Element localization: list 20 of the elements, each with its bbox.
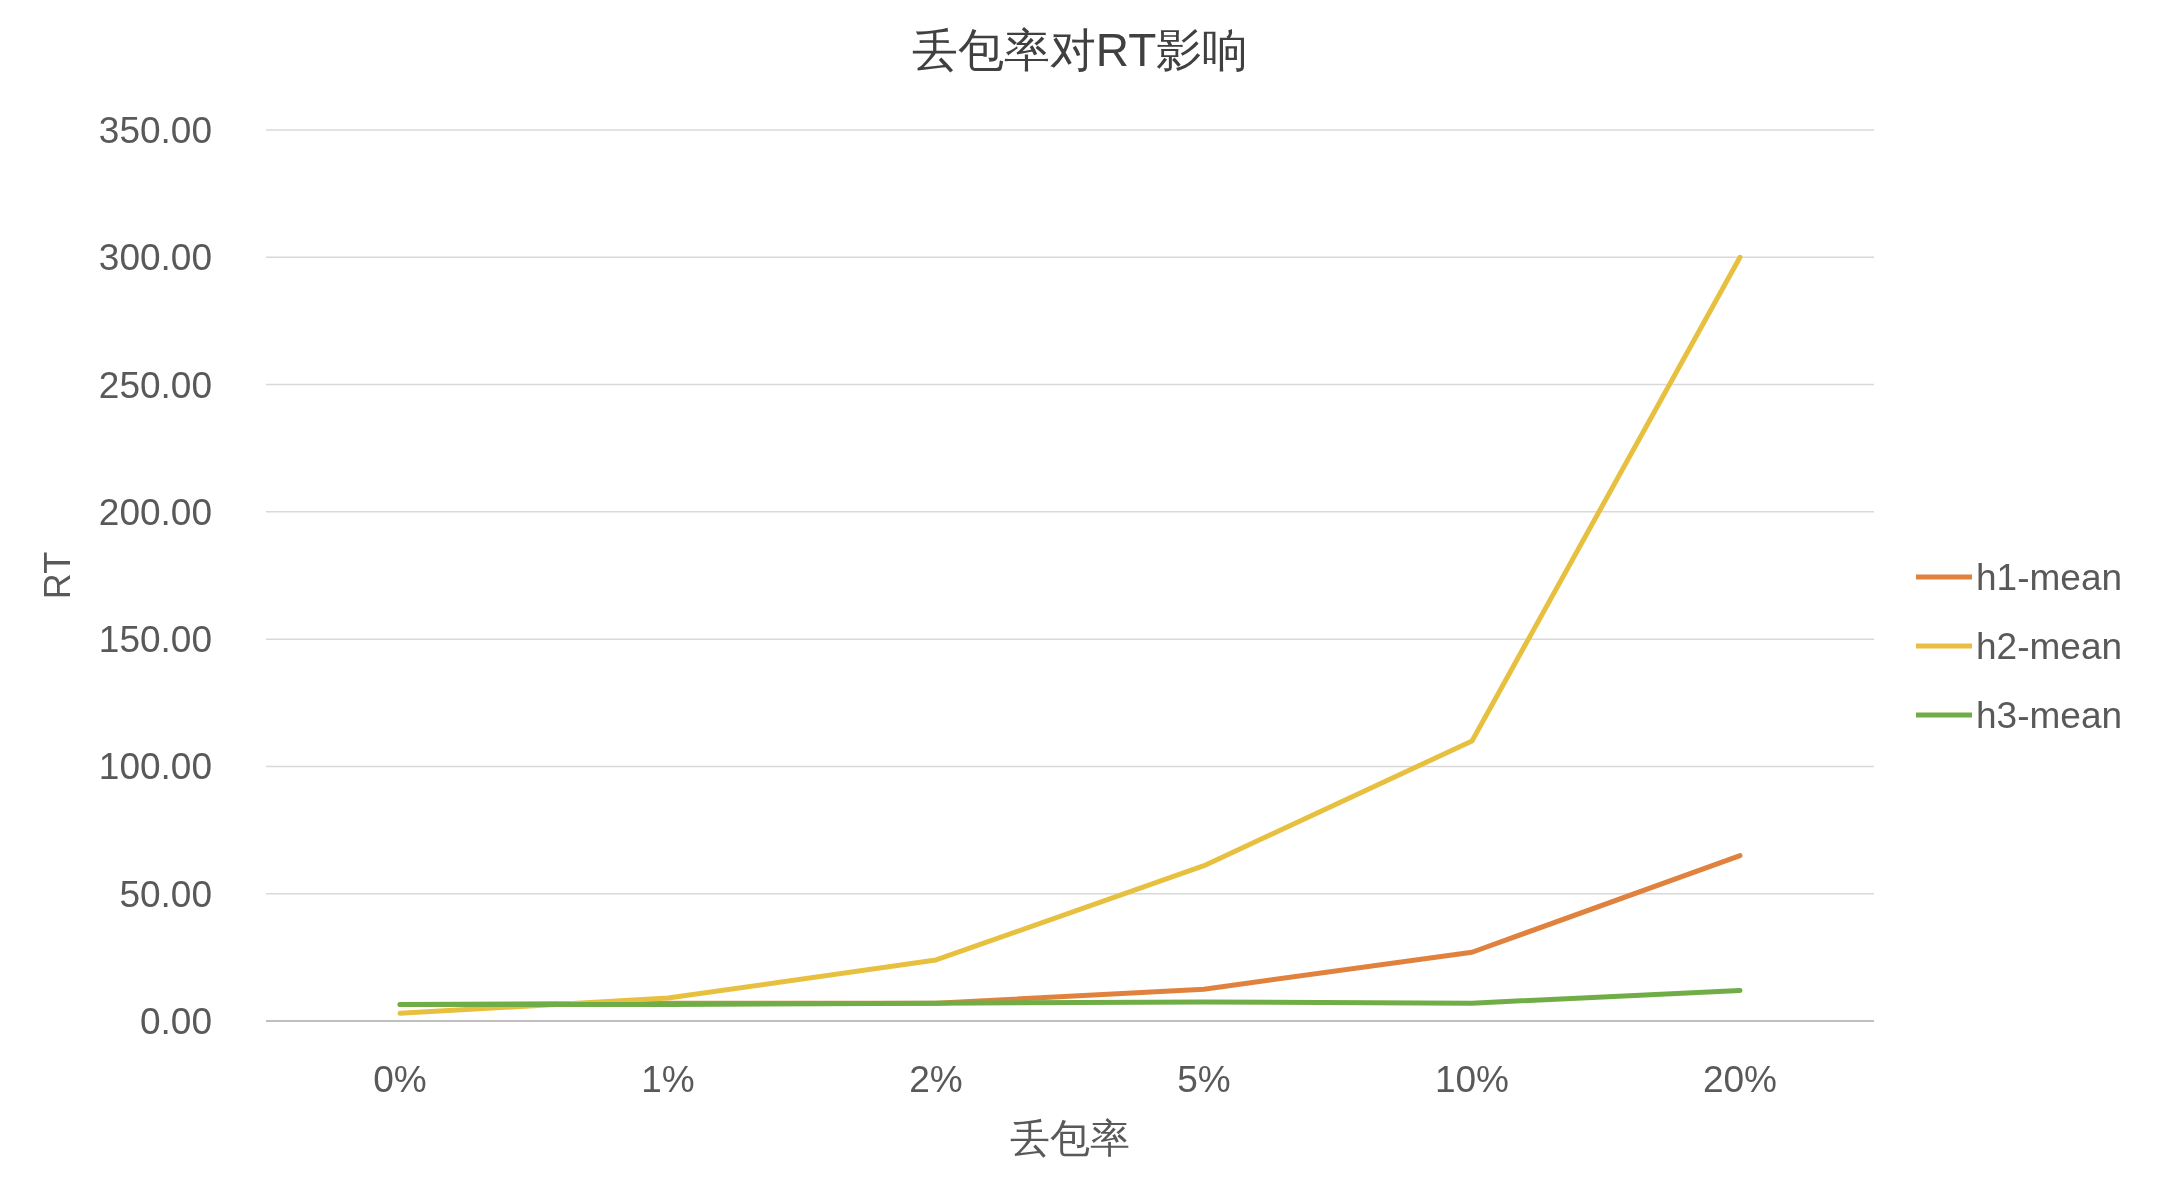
x-tick-label: 0%: [373, 1059, 427, 1100]
y-axis-title: RT: [37, 551, 78, 600]
x-tick-label: 20%: [1702, 1059, 1778, 1100]
legend-label: h2-mean: [1976, 626, 2123, 667]
x-tick-label: 5%: [1177, 1059, 1231, 1100]
x-tick-label: 10%: [1434, 1059, 1510, 1100]
y-tick-label: 150.00: [98, 619, 212, 661]
legend-label: h1-mean: [1976, 557, 2123, 598]
y-tick-label: 100.00: [98, 746, 212, 788]
chart-title: 丢包率对RT影响: [911, 24, 1249, 76]
y-tick-label: 350.00: [98, 110, 212, 151]
x-tick-label: 1%: [641, 1059, 695, 1100]
x-tick-label: 2%: [909, 1059, 963, 1100]
y-tick-label: 300.00: [98, 237, 212, 279]
y-tick-label: 200.00: [98, 491, 212, 533]
y-tick-label: 250.00: [98, 364, 212, 406]
y-tick-label: 0.00: [139, 1001, 212, 1042]
x-axis-title: 丢包率: [1010, 1116, 1130, 1160]
legend-label: h3-mean: [1976, 695, 2123, 736]
y-tick-label: 50.00: [119, 873, 212, 915]
